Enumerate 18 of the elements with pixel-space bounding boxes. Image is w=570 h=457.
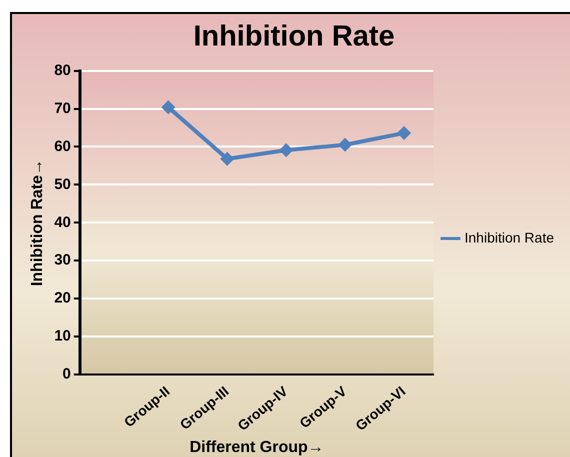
point — [397, 126, 412, 140]
y-tick-label: 60 — [54, 138, 71, 155]
y-tick-label: 20 — [54, 290, 71, 307]
point — [338, 138, 352, 152]
y-tick-label: 30 — [54, 252, 71, 269]
y-tick-label: 80 — [54, 62, 71, 79]
y-axis-title: Inhibition Rate→ — [29, 159, 46, 286]
y-tick-label: 70 — [54, 100, 71, 117]
point — [161, 100, 176, 114]
y-tick-label: 0 — [62, 366, 71, 383]
y-tick-label: 10 — [54, 328, 71, 345]
point — [279, 143, 294, 158]
x-axis-title: Different Group→ — [190, 438, 324, 456]
point — [220, 152, 234, 166]
chart-title: Inhibition Rate — [193, 20, 395, 52]
y-tick-label: 50 — [54, 176, 71, 193]
legend-label: Inhibition Rate — [464, 229, 554, 246]
y-tick-label: 40 — [54, 214, 71, 231]
